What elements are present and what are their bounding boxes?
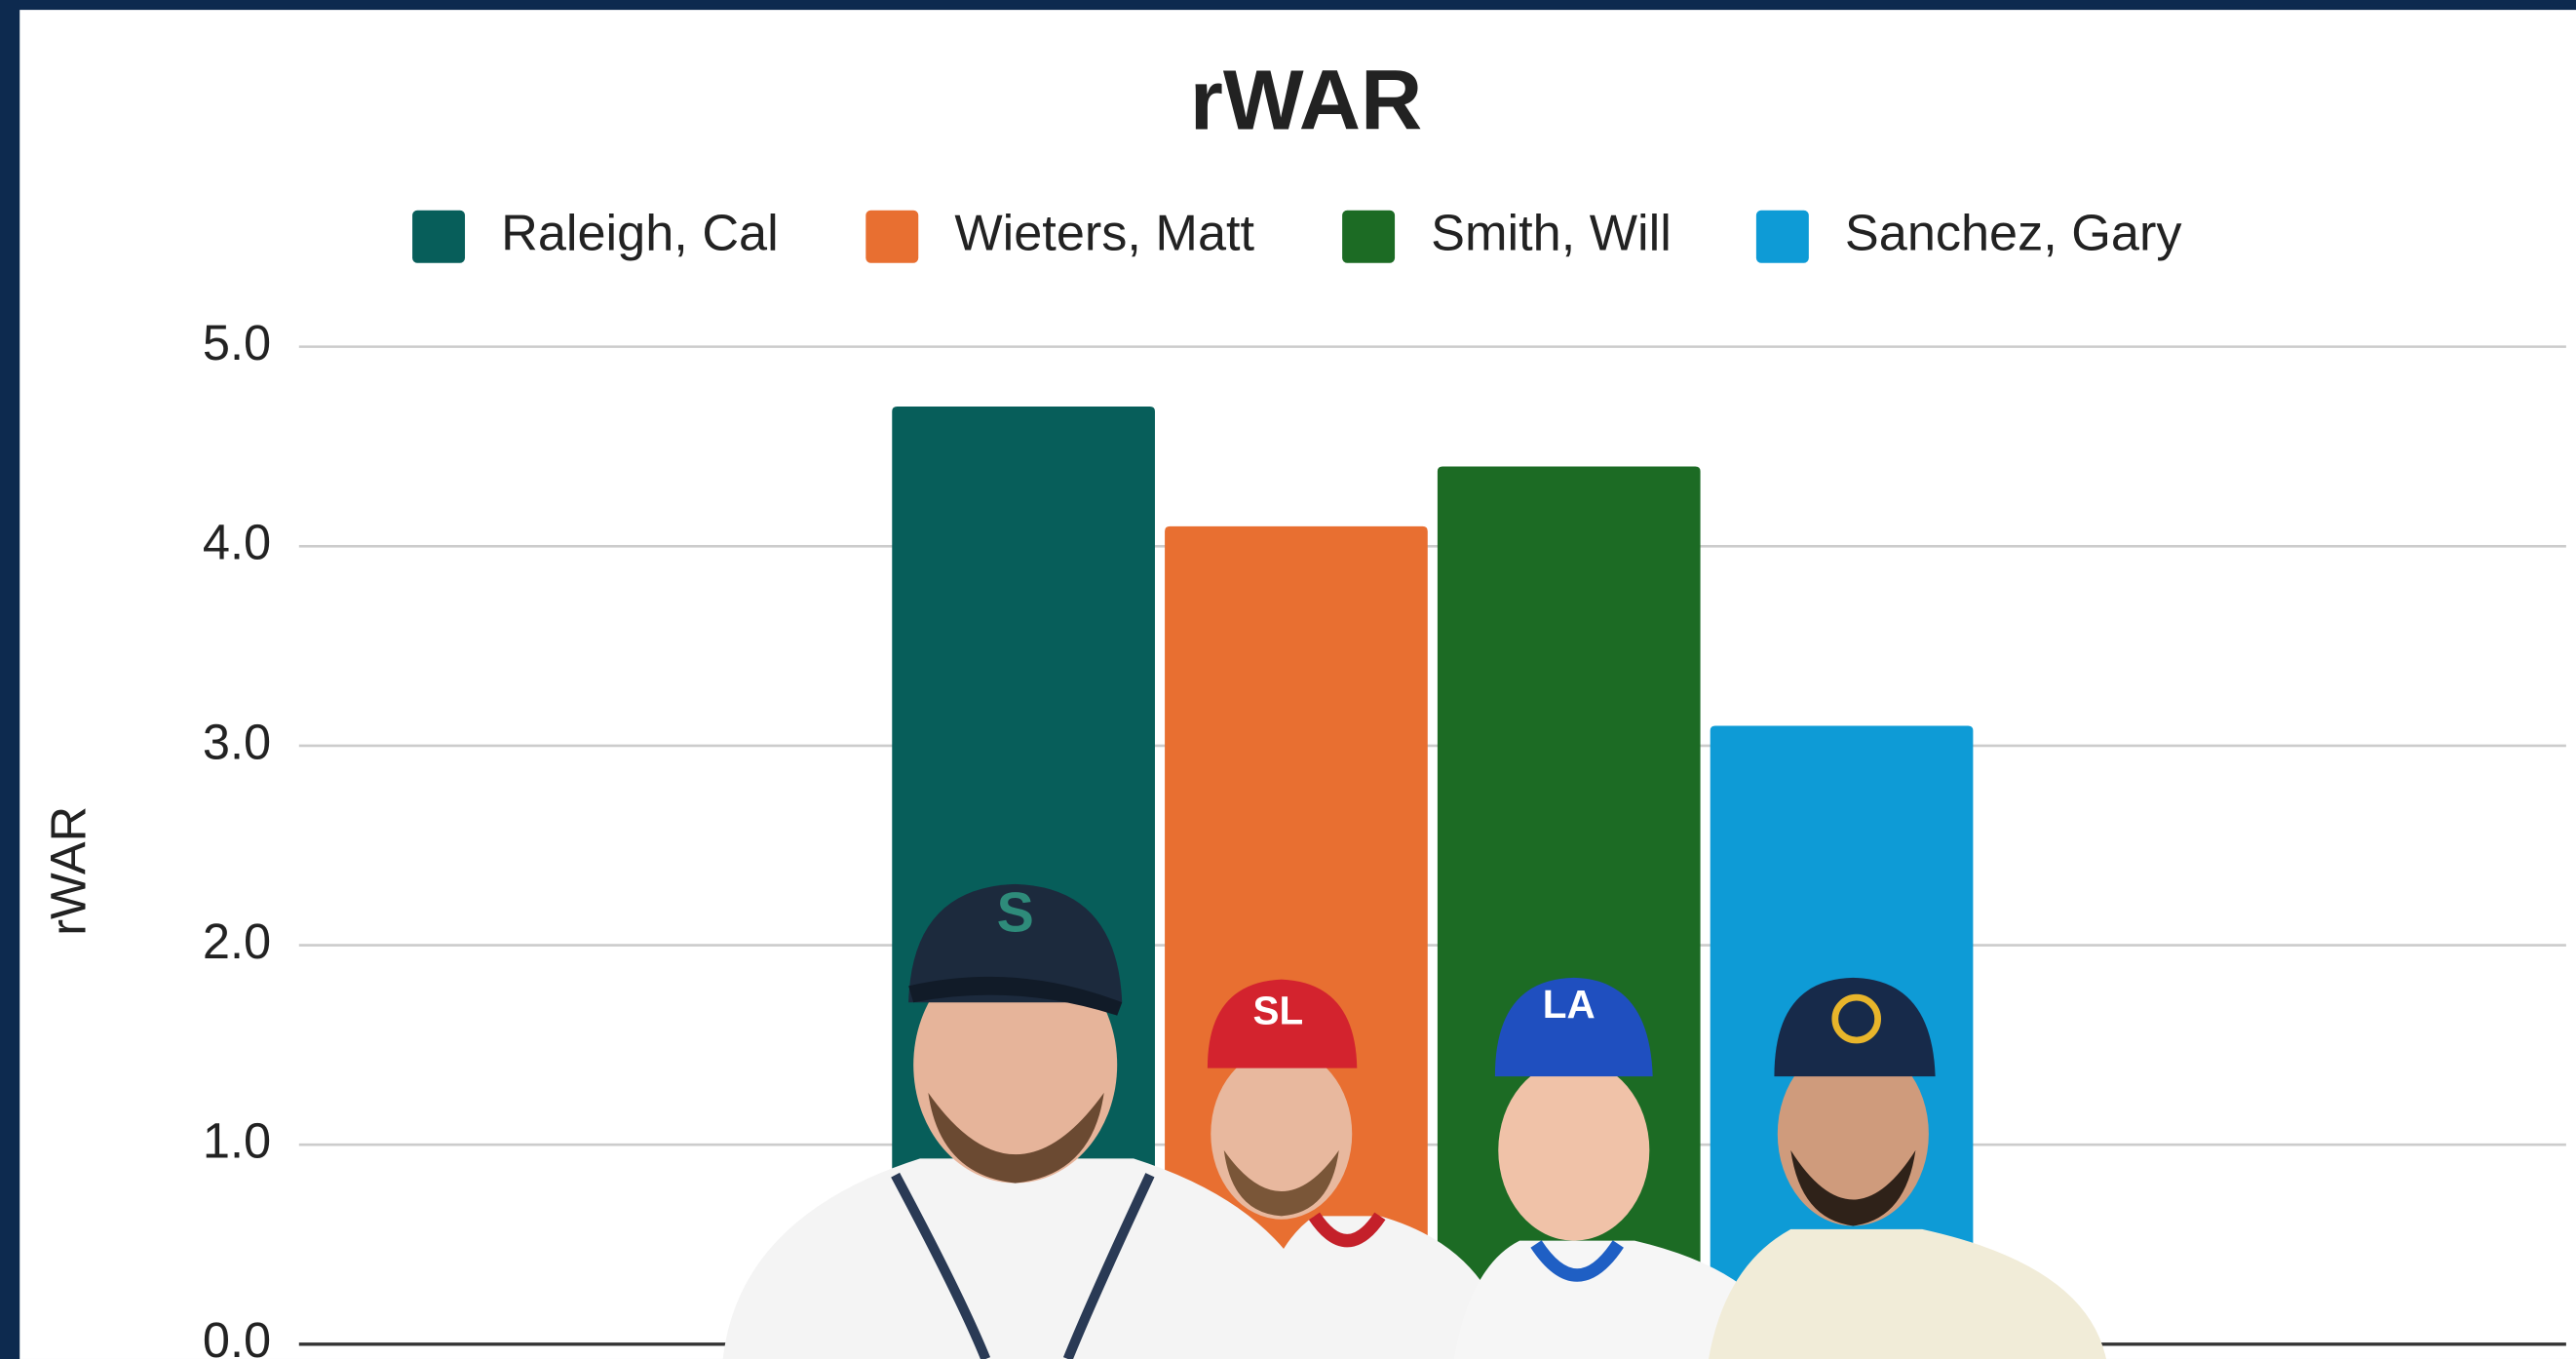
y-tick-label: 0.0 [203,1312,271,1359]
svg-text:SL: SL [1253,989,1304,1033]
player-photo: SL [1207,979,1512,1359]
player-photo [1709,977,2106,1359]
y-tick-label: 4.0 [203,515,271,570]
svg-text:S: S [997,882,1034,945]
player-photo: LA [1453,977,1791,1359]
player-photo: S [722,882,1331,1359]
legend-label: Raleigh, Cal [501,206,779,262]
legend-label: Wieters, Matt [954,206,1254,262]
legend: Raleigh, Cal Wieters, Matt Smith, Will Sanc… [412,206,2182,263]
grid: 0.0 1.0 2.0 3.0 4.0 5.0 [203,315,2566,1359]
legend-label: Sanchez, Gary [1845,206,2182,262]
y-axis-label: rWAR [41,806,96,936]
y-tick-label: 3.0 [203,714,271,769]
chart-title: rWAR [1190,53,1423,148]
legend-swatch [412,210,466,263]
svg-text:LA: LA [1543,982,1596,1027]
legend-swatch [865,210,919,263]
legend-swatch [1755,210,1809,263]
y-tick-label: 1.0 [203,1113,271,1169]
player-photos: S SL LA [722,882,2106,1359]
y-tick-label: 5.0 [203,315,271,370]
legend-swatch [1342,210,1396,263]
y-tick-label: 2.0 [203,913,271,969]
legend-label: Smith, Will [1431,206,1672,262]
